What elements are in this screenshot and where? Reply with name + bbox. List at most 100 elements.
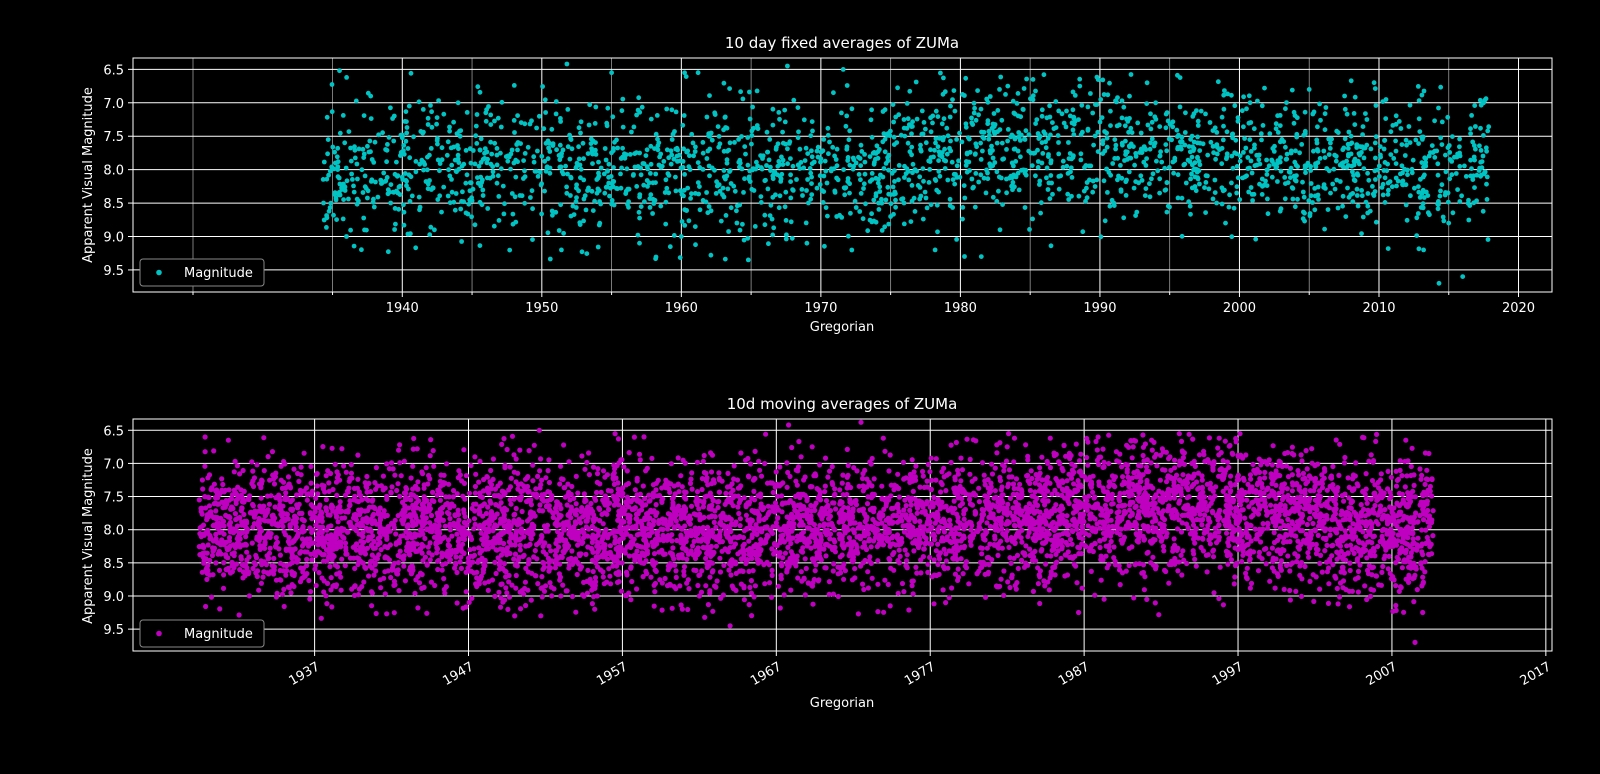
data-point — [965, 152, 970, 157]
data-point — [994, 199, 999, 204]
data-point — [1282, 175, 1287, 180]
data-point — [1250, 171, 1255, 176]
data-point — [1241, 124, 1246, 129]
data-point — [1362, 156, 1367, 161]
data-point — [707, 164, 712, 169]
data-point — [451, 120, 456, 125]
data-point — [561, 231, 566, 236]
data-point — [1479, 103, 1484, 108]
data-point — [1265, 168, 1270, 173]
data-point — [546, 544, 551, 549]
data-point — [421, 107, 426, 112]
data-point — [941, 138, 946, 143]
data-point — [880, 139, 885, 144]
data-point — [1131, 470, 1136, 475]
data-point — [948, 104, 953, 109]
data-point — [337, 68, 342, 73]
data-point — [658, 204, 663, 209]
data-point — [387, 135, 392, 140]
data-point — [352, 144, 357, 149]
data-point — [957, 131, 962, 136]
data-point — [878, 173, 883, 178]
data-point — [1318, 118, 1323, 123]
data-point — [1477, 143, 1482, 148]
data-point — [1188, 204, 1193, 209]
data-point — [664, 200, 669, 205]
data-point — [1179, 572, 1184, 577]
data-point — [338, 499, 343, 504]
data-point — [1441, 219, 1446, 224]
data-point — [376, 195, 381, 200]
data-point — [1036, 159, 1041, 164]
data-point — [670, 606, 675, 611]
legend: Magnitude — [140, 259, 264, 286]
data-point — [891, 185, 896, 190]
data-point — [372, 205, 377, 210]
data-point — [960, 205, 965, 210]
data-point — [727, 169, 732, 174]
data-point — [845, 83, 850, 88]
data-point — [962, 183, 967, 188]
data-point — [992, 160, 997, 165]
data-point — [1388, 494, 1393, 499]
data-point — [587, 102, 592, 107]
data-point — [490, 164, 495, 169]
data-point — [1366, 178, 1371, 183]
data-point — [788, 179, 793, 184]
data-point — [951, 177, 956, 182]
data-point — [794, 177, 799, 182]
data-point — [1265, 172, 1270, 177]
data-point — [459, 566, 464, 571]
data-point — [990, 471, 995, 476]
data-point — [1179, 439, 1184, 444]
data-point — [1019, 133, 1024, 138]
data-point — [612, 203, 617, 208]
data-point — [718, 513, 723, 518]
data-point — [468, 463, 473, 468]
data-point — [732, 140, 737, 145]
data-point — [827, 140, 832, 145]
data-point — [1048, 436, 1053, 441]
data-point — [502, 212, 507, 217]
data-point — [409, 71, 414, 76]
data-point — [1421, 175, 1426, 180]
data-point — [718, 189, 723, 194]
data-point — [543, 97, 548, 102]
data-point — [859, 149, 864, 154]
data-point — [1305, 522, 1310, 527]
data-point — [1184, 181, 1189, 186]
data-point — [681, 146, 686, 151]
data-point — [1303, 166, 1308, 171]
data-point — [1148, 194, 1153, 199]
data-point — [843, 186, 848, 191]
data-point — [592, 586, 597, 591]
data-point — [336, 159, 341, 164]
data-point — [392, 227, 397, 232]
data-point — [1302, 195, 1307, 200]
data-point — [708, 450, 713, 455]
data-point — [1329, 553, 1334, 558]
data-point — [680, 219, 685, 224]
data-point — [1480, 159, 1485, 164]
data-point — [428, 225, 433, 230]
data-point — [367, 139, 372, 144]
data-point — [366, 188, 371, 193]
data-point — [1188, 159, 1193, 164]
data-point — [473, 222, 478, 227]
data-point — [568, 193, 573, 198]
data-point — [1295, 164, 1300, 169]
data-point — [1229, 181, 1234, 186]
data-point — [330, 82, 335, 87]
data-point — [374, 611, 379, 616]
data-point — [755, 89, 760, 94]
data-point — [845, 179, 850, 184]
data-point — [774, 145, 779, 150]
data-point — [398, 192, 403, 197]
data-point — [747, 585, 752, 590]
data-point — [1293, 148, 1298, 153]
data-point — [488, 122, 493, 127]
data-point — [1104, 167, 1109, 172]
data-point — [621, 125, 626, 130]
data-point — [986, 118, 991, 123]
